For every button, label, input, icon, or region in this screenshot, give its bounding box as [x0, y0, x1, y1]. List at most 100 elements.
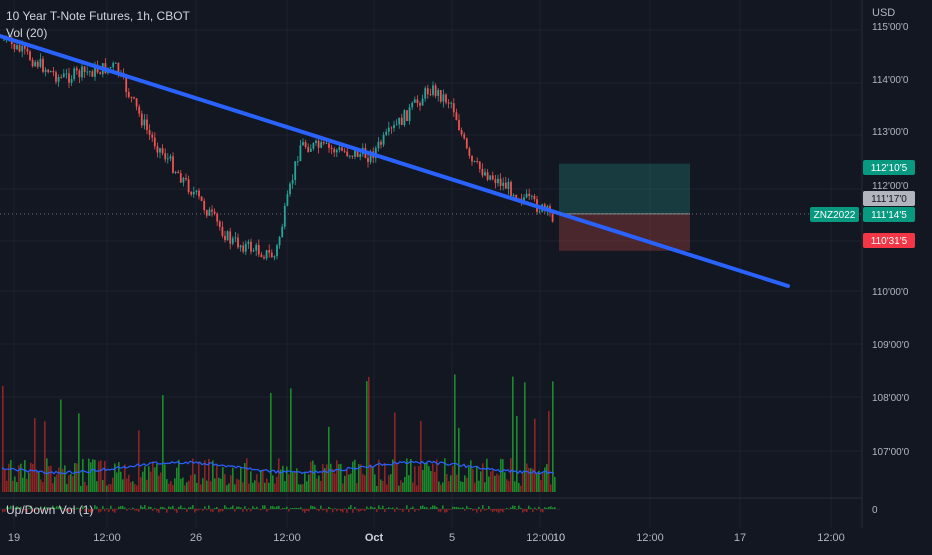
- trend-line[interactable]: [0, 34, 790, 288]
- volume-bar: [94, 459, 96, 492]
- volume-bar: [414, 466, 416, 492]
- updown-bar: [80, 509, 82, 512]
- updown-bar: [70, 509, 72, 511]
- time-tick: 19: [8, 532, 20, 544]
- price-tick: 109'00'0: [872, 340, 910, 351]
- volume-bar: [320, 480, 322, 492]
- volume-bar: [2, 385, 4, 492]
- updown-bar: [192, 505, 194, 509]
- volume-bar: [78, 413, 80, 492]
- updown-bar: [402, 509, 404, 513]
- updown-bar: [516, 509, 518, 511]
- updown-bar: [490, 509, 492, 511]
- candle-body: [276, 245, 278, 257]
- price-axis[interactable]: USD 115'00'0 114'00'0 113'00'0 112'00'0 …: [810, 7, 915, 516]
- candle-body: [23, 46, 26, 49]
- time-tick: 17: [734, 532, 746, 544]
- volume-bar: [444, 458, 446, 492]
- volume-bar: [554, 476, 556, 492]
- updown-bar: [10, 505, 12, 509]
- volume-bar: [458, 427, 460, 492]
- candle-body: [83, 66, 86, 73]
- updown-bar: [46, 507, 48, 509]
- candle-body: [242, 245, 245, 252]
- volume-bar: [90, 462, 92, 492]
- volume-bar: [110, 484, 112, 492]
- time-axis[interactable]: 19 12:00 26 12:00 Oct 5 12:00 10 12:00 1…: [8, 532, 845, 544]
- candle-body: [429, 94, 432, 95]
- volume-bar: [10, 459, 12, 492]
- price-tick: 113'00'0: [872, 127, 909, 138]
- candle-body: [538, 211, 541, 213]
- updown-bar: [472, 509, 474, 511]
- updown-bar: [210, 509, 212, 512]
- updown-bar: [248, 508, 250, 509]
- chart-title[interactable]: 10 Year T-Note Futures, 1h, CBOT: [6, 9, 191, 23]
- candle-body: [234, 237, 237, 239]
- volume-bar: [66, 484, 68, 492]
- candle-body: [205, 210, 208, 216]
- updown-indicator-label[interactable]: Up/Down Vol (1): [6, 503, 93, 517]
- updown-bar: [124, 507, 126, 509]
- updown-bar: [500, 509, 502, 512]
- candle-body: [476, 160, 479, 162]
- volume-bar: [268, 482, 270, 492]
- volume-bar: [304, 472, 306, 492]
- updown-bar: [260, 509, 262, 511]
- candle-body: [387, 127, 390, 132]
- volume-bar: [478, 480, 480, 492]
- symbol-badge: [810, 207, 859, 222]
- candle-body: [465, 138, 468, 149]
- updown-bar: [280, 509, 282, 510]
- volume-bar: [356, 482, 358, 492]
- volume-bar: [384, 462, 386, 492]
- candle-body: [463, 134, 466, 139]
- candle-body: [270, 252, 273, 258]
- volume-bar: [344, 475, 346, 492]
- candle-body: [169, 156, 172, 159]
- updown-bar: [336, 509, 338, 512]
- candle-body: [525, 193, 528, 198]
- candle-body: [151, 134, 154, 138]
- candle-body: [445, 94, 447, 103]
- updown-bar: [532, 509, 534, 513]
- volume-bar: [440, 484, 442, 492]
- long-position-tool[interactable]: [559, 163, 690, 251]
- updown-bar: [454, 506, 456, 509]
- updown-bar: [38, 508, 40, 509]
- candle-body: [60, 77, 63, 78]
- updown-bar: [434, 505, 436, 509]
- candle-body: [356, 150, 359, 157]
- volume-bar: [134, 484, 136, 492]
- volume-bar: [126, 478, 128, 492]
- candle-body: [221, 226, 224, 236]
- updown-bar: [524, 509, 526, 512]
- updown-bar: [92, 509, 94, 512]
- volume-ma-line: [1, 460, 555, 475]
- volume-bar: [150, 471, 152, 492]
- last-price-label: 111'14'5: [871, 210, 907, 221]
- updown-bar: [356, 509, 358, 511]
- volume-bar: [136, 485, 138, 492]
- last-price-badge: [863, 207, 915, 222]
- volume-bar: [334, 473, 336, 492]
- updown-bar: [344, 508, 346, 509]
- candle-body: [172, 156, 174, 173]
- candle-body: [507, 181, 510, 189]
- volume-bar: [508, 481, 510, 492]
- volume-indicator-label[interactable]: Vol (20): [6, 26, 47, 40]
- updown-bar: [298, 507, 300, 509]
- volume-bar: [464, 475, 466, 492]
- updown-bar: [180, 505, 182, 509]
- volume-bar: [156, 463, 158, 492]
- updown-bar: [18, 507, 20, 509]
- updown-bar: [128, 508, 130, 509]
- updown-bar: [466, 505, 468, 509]
- candle-body: [497, 178, 499, 184]
- volume-bar: [366, 381, 368, 492]
- volume-bar: [98, 461, 100, 492]
- volume-bar: [132, 481, 134, 492]
- volume-bar: [474, 482, 476, 492]
